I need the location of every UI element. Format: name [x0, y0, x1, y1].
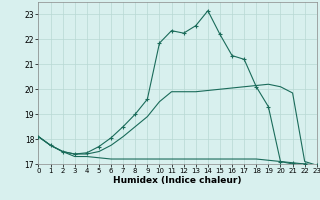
- X-axis label: Humidex (Indice chaleur): Humidex (Indice chaleur): [113, 176, 242, 185]
